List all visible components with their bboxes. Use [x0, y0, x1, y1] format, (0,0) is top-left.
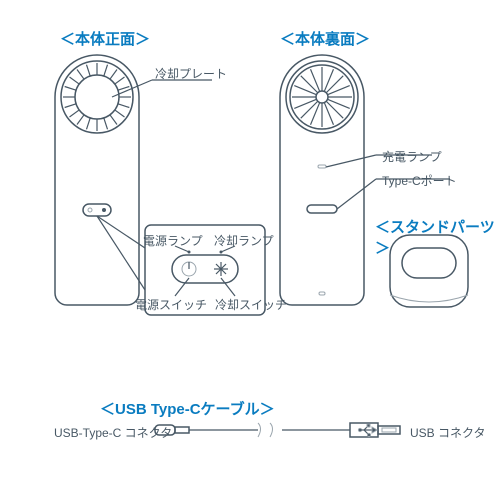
diagram-svg	[0, 0, 500, 500]
front-device	[55, 55, 139, 305]
stand-part	[390, 235, 468, 307]
back-device	[280, 55, 364, 305]
cable-diagram	[155, 423, 400, 437]
detail-panel	[145, 225, 265, 315]
